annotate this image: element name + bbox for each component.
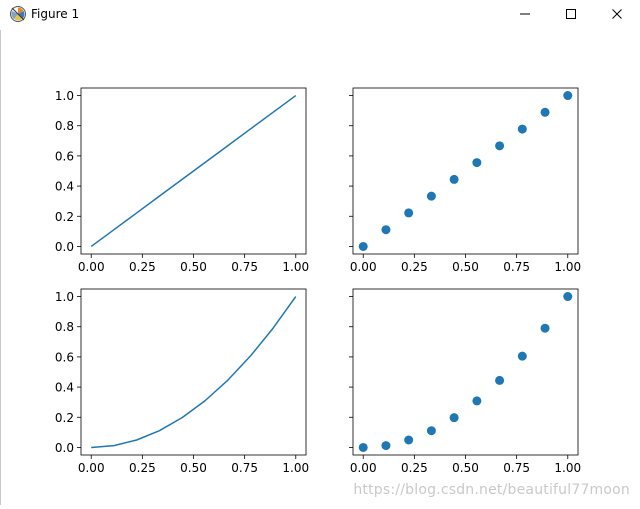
y-tick-label: 0.8: [55, 119, 74, 133]
scatter-point: [563, 91, 573, 101]
x-tick-label: 0.00: [350, 260, 377, 274]
scatter-point: [472, 158, 482, 168]
x-tick-label: 0.50: [180, 260, 207, 274]
scatter-point: [404, 208, 414, 218]
y-tick-label: 0.6: [55, 350, 74, 364]
x-tick-label: 0.50: [180, 461, 207, 475]
scatter-point: [517, 351, 527, 361]
scatter-point: [381, 225, 391, 235]
x-tick-label: 0.00: [350, 461, 377, 475]
subplots-figure: 0.00 0.25 0.50 0.75 1.000.00.20.40.60.81.00.…: [55, 87, 581, 475]
x-tick-label: 1.00: [554, 260, 581, 274]
axes-frame: [80, 288, 307, 456]
x-tick-label: 1.00: [554, 461, 581, 475]
scatter-point: [540, 323, 550, 333]
y-tick-label: 0.0: [55, 240, 74, 254]
watermark-text: https://blog.csdn.net/beautiful77moon: [353, 482, 630, 498]
y-tick-label: 1.0: [55, 89, 74, 103]
series-line: [90, 94, 297, 248]
y-tick-label: 0.4: [55, 381, 74, 395]
scatter-point: [495, 375, 505, 385]
x-tick-label: 0.50: [452, 260, 479, 274]
maximize-button[interactable]: [548, 0, 594, 28]
y-tick-label: 1.0: [55, 290, 74, 304]
y-tick-label: 0.6: [55, 149, 74, 163]
scatter-point: [358, 241, 368, 251]
scatter-point: [358, 442, 368, 452]
x-tick-label: 0.75: [503, 461, 530, 475]
scatter-point: [404, 435, 414, 445]
scatter-point: [540, 107, 550, 117]
x-tick-label: 0.25: [401, 461, 428, 475]
y-tick-label: 0.8: [55, 320, 74, 334]
close-button[interactable]: [594, 0, 640, 28]
maximize-icon: [566, 9, 576, 19]
scatter-point: [426, 191, 436, 201]
figure-canvas[interactable]: 0.00 0.25 0.50 0.75 1.00 0.0 0.2 0.4 0.6 0.8 1.0 0.…: [0, 30, 640, 505]
axes-frame: [352, 288, 579, 456]
matplotlib-logo-icon[interactable]: [9, 5, 27, 23]
scatter-point: [495, 141, 505, 151]
minimize-button[interactable]: [502, 0, 548, 28]
x-tick-label: 1.00: [282, 461, 309, 475]
window-titlebar[interactable]: Figure 1: [0, 0, 640, 30]
window-title: Figure 1: [31, 7, 80, 21]
scatter-point: [381, 441, 391, 451]
x-tick-label: 0.25: [129, 260, 156, 274]
y-tick-label: 0.0: [55, 441, 74, 455]
x-tick-label: 0.75: [503, 260, 530, 274]
x-tick-label: 0.25: [129, 461, 156, 475]
scatter-point: [563, 292, 573, 302]
x-tick-label: 0.00: [78, 260, 105, 274]
subplot-3: 0.00 0.25 0.50 0.75 1.00 0.0 0.2 0.4 0.6 0.8 1.0: [55, 288, 309, 475]
minimize-icon: [520, 13, 530, 15]
y-tick-label: 0.2: [55, 411, 74, 425]
x-tick-label: 0.75: [231, 461, 258, 475]
window-left-border: [0, 30, 1, 505]
close-icon: [612, 9, 622, 19]
x-tick-label: 0.25: [401, 260, 428, 274]
subplot-4: 0.00 0.25 0.50 0.75 1.00: [349, 288, 581, 475]
scatter-point: [426, 426, 436, 436]
x-tick-label: 0.00: [78, 461, 105, 475]
subplot-2: 0.00 0.25 0.50 0.75 1.00: [349, 87, 581, 274]
x-tick-label: 1.00: [282, 260, 309, 274]
scatter-point: [472, 396, 482, 406]
y-tick-label: 0.4: [55, 180, 74, 194]
subplot-1: 0.00 0.25 0.50 0.75 1.00 0.0 0.2 0.4 0.6 0.8 1.0: [55, 87, 309, 274]
scatter-point: [449, 174, 459, 184]
scatter-point: [517, 124, 527, 134]
y-tick-label: 0.2: [55, 210, 74, 224]
scatter-point: [449, 413, 459, 423]
x-tick-label: 0.50: [452, 461, 479, 475]
x-tick-label: 0.75: [231, 260, 258, 274]
series-line: [91, 296, 297, 449]
